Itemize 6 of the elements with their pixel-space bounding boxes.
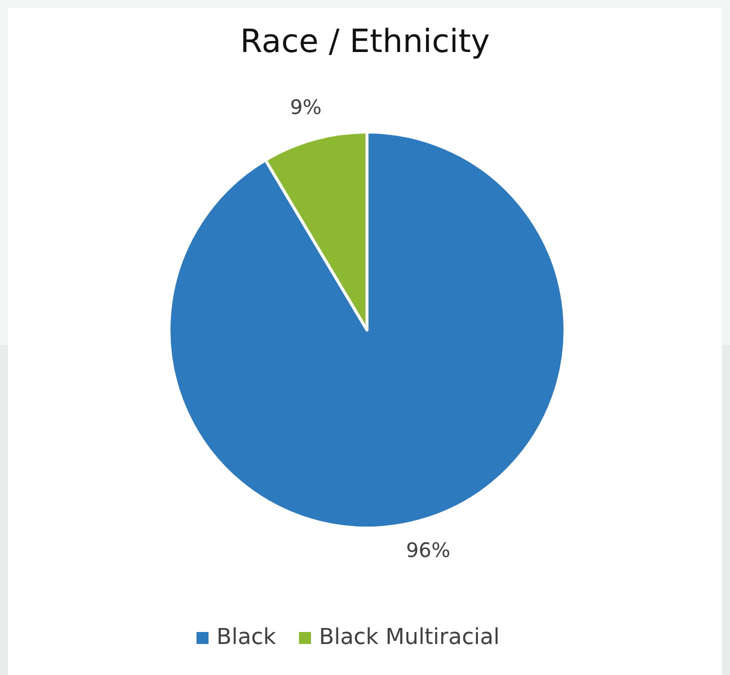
legend-label: Black Multiracial <box>319 625 500 650</box>
chart-title: Race / Ethnicity <box>240 22 490 60</box>
legend-label: Black <box>216 625 276 650</box>
data-label: 96% <box>406 538 450 562</box>
data-label: 9% <box>290 94 322 119</box>
pie-slice <box>168 130 566 530</box>
